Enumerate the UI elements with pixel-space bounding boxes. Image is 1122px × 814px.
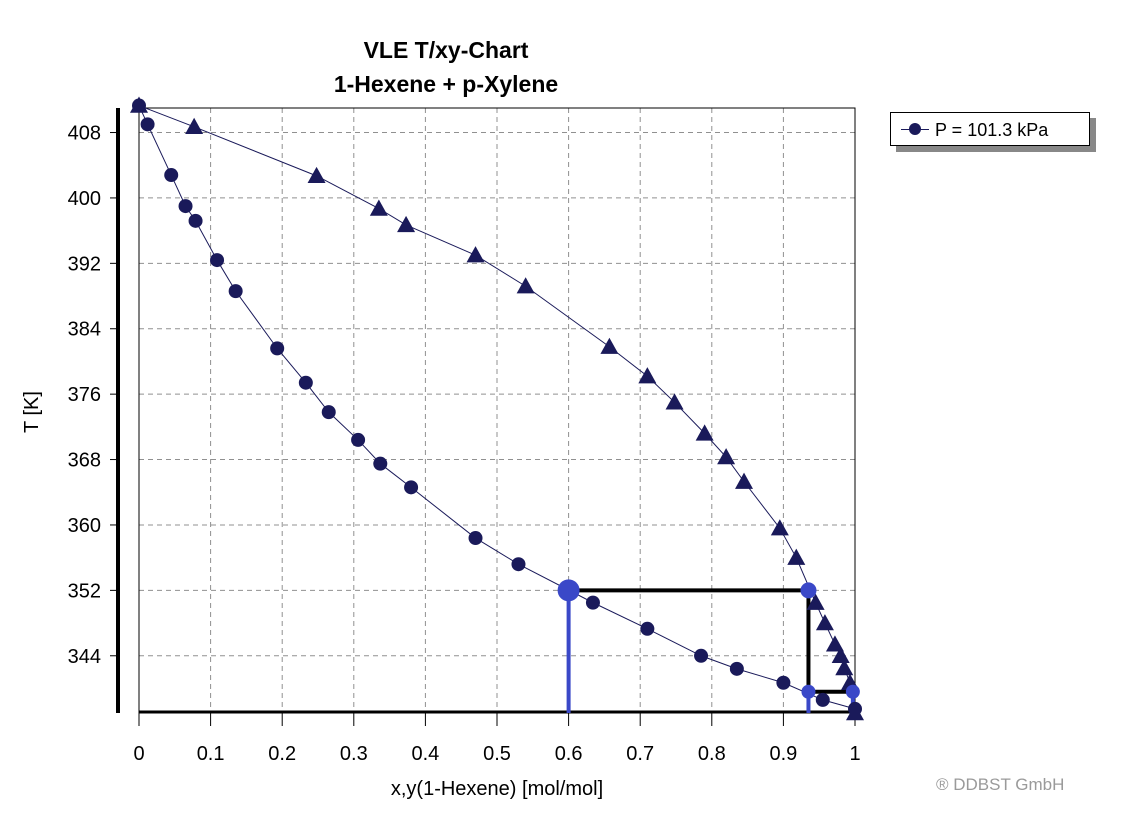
data-point-circle (140, 117, 155, 132)
x-tick-label: 0.3 (340, 743, 368, 765)
data-point-triangle (846, 704, 864, 721)
x-tick-label: 0.5 (483, 743, 511, 765)
data-point-circle (164, 168, 179, 183)
data-point-triangle (806, 593, 825, 610)
x-tick-label: 0.2 (268, 743, 296, 765)
data-point-triangle (825, 635, 844, 652)
x-tick-label: 0.4 (411, 743, 439, 765)
series-line-circle (138, 105, 856, 710)
y-tick-label: 408 (68, 123, 101, 145)
data-point-circle (729, 661, 744, 676)
chart-title: VLE T/xy-Chart (364, 37, 529, 63)
highlight-point-liquid-2 (801, 684, 816, 699)
data-point-triangle (185, 117, 204, 135)
data-point-triangle (815, 614, 834, 631)
data-point-triangle (638, 367, 657, 384)
x-axis-label: x,y(1-Hexene) [mol/mol] (391, 778, 603, 800)
data-point-triangle (516, 277, 535, 294)
data-point-triangle (600, 337, 619, 354)
highlight-point-vapor (800, 582, 817, 599)
data-point-circle (228, 284, 243, 299)
data-point-triangle (369, 199, 388, 216)
highlight-point-liquid (557, 579, 580, 602)
data-point-circle (585, 595, 600, 610)
data-point-triangle (695, 424, 714, 441)
y-tick-label: 376 (68, 384, 101, 406)
y-tick-label: 344 (68, 646, 101, 668)
y-tick-label: 400 (68, 188, 101, 210)
data-point-triangle (130, 96, 148, 113)
x-tick-label: 0.6 (555, 743, 583, 765)
x-tick-label: 0.7 (626, 743, 654, 765)
x-tick-label: 0.8 (698, 743, 726, 765)
y-tick-label: 352 (68, 580, 101, 602)
x-tick-label: 0.9 (769, 743, 797, 765)
legend-label: P = 101.3 kPa (935, 120, 1049, 140)
data-point-circle (351, 432, 366, 447)
data-point-triangle (397, 215, 416, 233)
data-point-triangle (735, 472, 754, 489)
data-point-circle (776, 675, 791, 690)
x-tick-labels: 0 0.1 0.2 0.3 0.4 0.5 0.6 0.7 0.8 0.9 1 (133, 713, 861, 765)
data-point-triangle (831, 646, 850, 663)
grid-lines (139, 108, 855, 713)
data-point-circle (404, 480, 419, 495)
copyright-notice: ® DDBST GmbH (936, 775, 1065, 794)
data-point-circle (188, 213, 203, 228)
data-point-triangle (466, 246, 485, 263)
data-point-circle (468, 531, 483, 546)
data-point-circle (210, 253, 225, 268)
y-tick-labels: 344 352 360 368 376 384 392 400 408 (68, 123, 118, 668)
data-point-triangle (835, 659, 854, 676)
series-points (130, 96, 864, 721)
legend-circle-marker (909, 123, 921, 135)
data-point-triangle (770, 519, 789, 536)
highlight-point-vapor-2 (845, 684, 860, 699)
chart-subtitle: 1-Hexene + p-Xylene (334, 71, 558, 97)
data-point-circle (373, 456, 388, 471)
y-tick-label: 384 (68, 319, 101, 341)
data-point-circle (815, 692, 830, 707)
data-point-circle (178, 199, 193, 214)
y-tick-label: 368 (68, 450, 101, 472)
y-tick-label: 392 (68, 253, 101, 275)
y-axis-label: T [K] (21, 391, 43, 433)
data-point-triangle (665, 393, 684, 410)
data-point-circle (298, 375, 313, 390)
data-point-circle (511, 557, 526, 572)
legend: P = 101.3 kPa (890, 112, 1090, 146)
x-tick-label: 0.1 (197, 743, 225, 765)
data-point-circle (270, 341, 285, 356)
data-point-circle (640, 621, 655, 636)
x-tick-label: 1 (849, 743, 860, 765)
data-point-circle (321, 405, 336, 420)
data-point-triangle (307, 166, 326, 184)
data-point-circle (694, 648, 709, 663)
data-point-triangle (717, 448, 736, 465)
data-point-triangle (787, 548, 806, 565)
x-tick-label: 0 (133, 743, 144, 765)
y-tick-label: 360 (68, 515, 101, 537)
